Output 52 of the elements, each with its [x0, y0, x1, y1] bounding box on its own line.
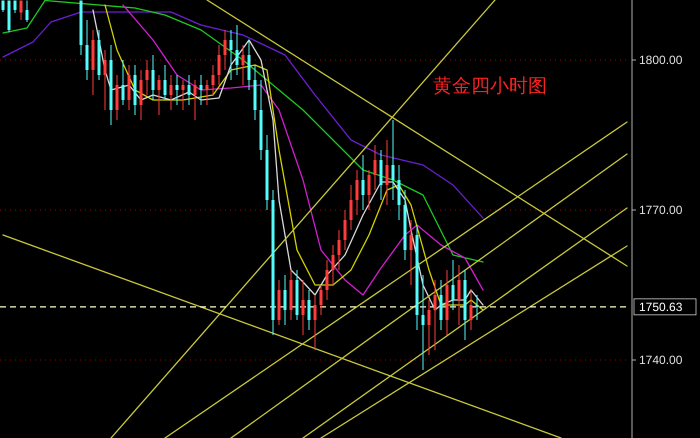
candlestick	[392, 120, 394, 200]
candlestick	[164, 64, 166, 100]
candlestick	[470, 290, 472, 330]
candlestick	[374, 144, 376, 190]
candlestick	[338, 230, 340, 270]
candlestick	[176, 74, 178, 106]
candlestick	[458, 264, 460, 326]
candlestick	[200, 74, 202, 106]
candlestick	[152, 54, 154, 100]
candlestick	[146, 60, 148, 96]
candlestick	[242, 44, 244, 86]
candlestick	[188, 74, 190, 106]
y-tick-label: 1740.00	[639, 353, 683, 368]
candlestick	[206, 80, 208, 106]
candlestick	[170, 74, 172, 110]
candlestick	[302, 280, 304, 336]
y-tick-label: 1770.00	[639, 203, 683, 218]
candlestick	[368, 170, 370, 210]
candlestick	[14, 0, 16, 14]
candlestick	[194, 80, 196, 120]
candlestick	[314, 294, 316, 350]
y-tick-label: 1800.00	[639, 53, 683, 68]
candlestick	[236, 24, 238, 76]
candlestick	[2, 0, 4, 12]
candlestick	[212, 64, 214, 96]
candlestick	[422, 274, 424, 370]
ref-line-label: 1750.63	[639, 300, 683, 314]
candlestick	[104, 50, 106, 110]
candlestick	[158, 74, 160, 116]
candlestick	[434, 280, 436, 350]
candlestick	[320, 284, 322, 316]
candlestick	[428, 300, 430, 356]
candlestick	[308, 290, 310, 330]
candlestick	[344, 210, 346, 250]
candlestick	[122, 60, 124, 106]
candlestick	[410, 220, 412, 286]
candlestick	[20, 0, 22, 20]
candlestick	[326, 260, 328, 300]
candlestick	[182, 80, 184, 110]
candlestick	[452, 260, 454, 310]
candlestick	[284, 274, 286, 326]
candlestick	[362, 154, 364, 210]
candlestick	[224, 30, 226, 70]
candlestick	[386, 140, 388, 206]
candlestick	[350, 184, 352, 230]
candlestick	[26, 0, 28, 22]
candlestick	[218, 44, 220, 86]
candlestick	[230, 30, 232, 80]
candlestick	[356, 170, 358, 216]
candlestick	[476, 294, 478, 320]
candlestick	[332, 244, 334, 286]
text: 黄金四小时图	[433, 76, 547, 97]
